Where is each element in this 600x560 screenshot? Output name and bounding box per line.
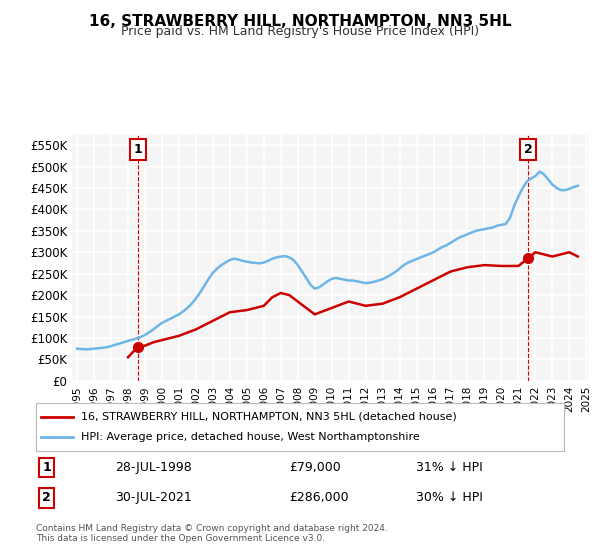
Text: £286,000: £286,000 xyxy=(289,492,349,505)
Text: 2: 2 xyxy=(42,492,51,505)
Text: Contains HM Land Registry data © Crown copyright and database right 2024.
This d: Contains HM Land Registry data © Crown c… xyxy=(36,524,388,543)
Text: 2: 2 xyxy=(524,143,533,156)
Text: £79,000: £79,000 xyxy=(289,461,341,474)
Text: 1: 1 xyxy=(133,143,142,156)
Text: 30-JUL-2021: 30-JUL-2021 xyxy=(115,492,192,505)
Text: HPI: Average price, detached house, West Northamptonshire: HPI: Average price, detached house, West… xyxy=(81,432,419,442)
Text: 30% ↓ HPI: 30% ↓ HPI xyxy=(416,492,483,505)
Text: 16, STRAWBERRY HILL, NORTHAMPTON, NN3 5HL: 16, STRAWBERRY HILL, NORTHAMPTON, NN3 5H… xyxy=(89,14,511,29)
Text: 1: 1 xyxy=(42,461,51,474)
Text: Price paid vs. HM Land Registry's House Price Index (HPI): Price paid vs. HM Land Registry's House … xyxy=(121,25,479,38)
Text: 28-JUL-1998: 28-JUL-1998 xyxy=(115,461,192,474)
Text: 16, STRAWBERRY HILL, NORTHAMPTON, NN3 5HL (detached house): 16, STRAWBERRY HILL, NORTHAMPTON, NN3 5H… xyxy=(81,412,457,422)
Text: 31% ↓ HPI: 31% ↓ HPI xyxy=(416,461,483,474)
